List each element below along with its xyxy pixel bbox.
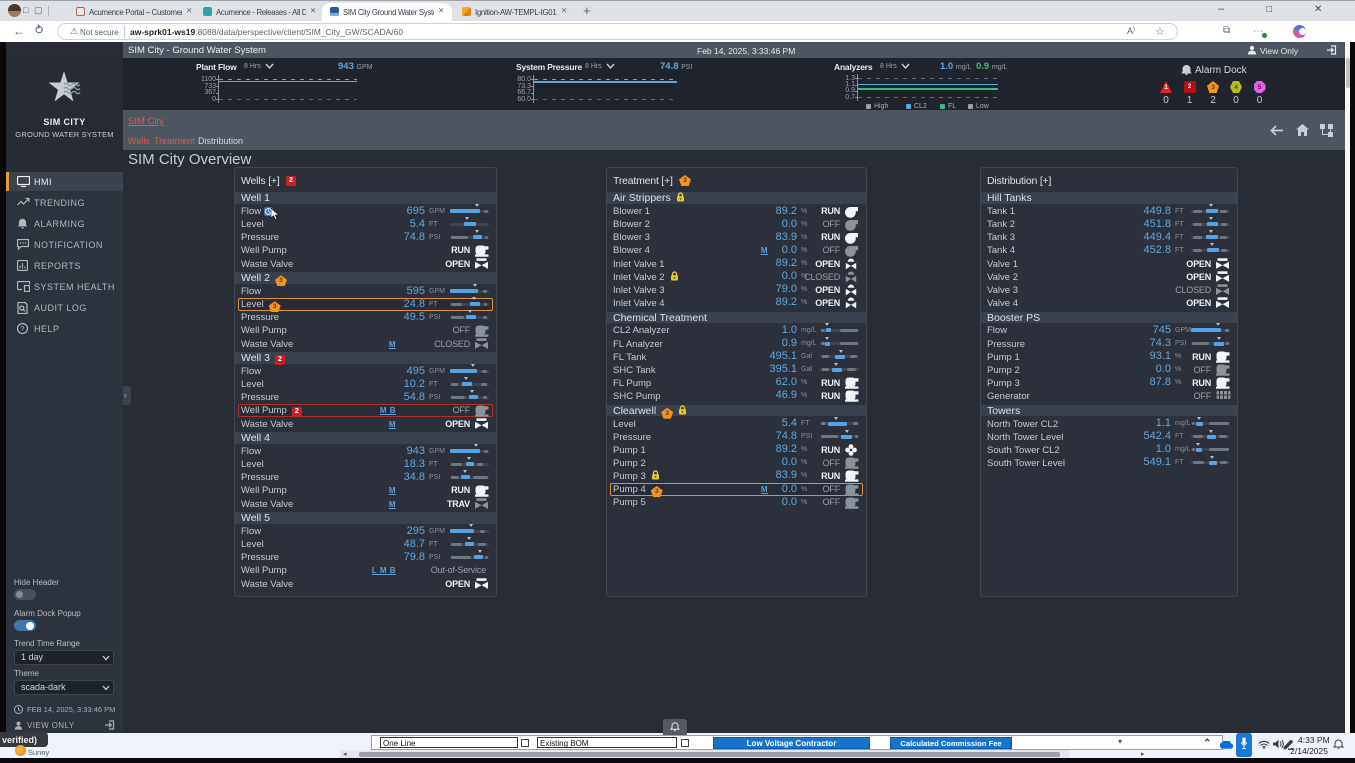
svg-text:?: ?	[21, 326, 25, 333]
